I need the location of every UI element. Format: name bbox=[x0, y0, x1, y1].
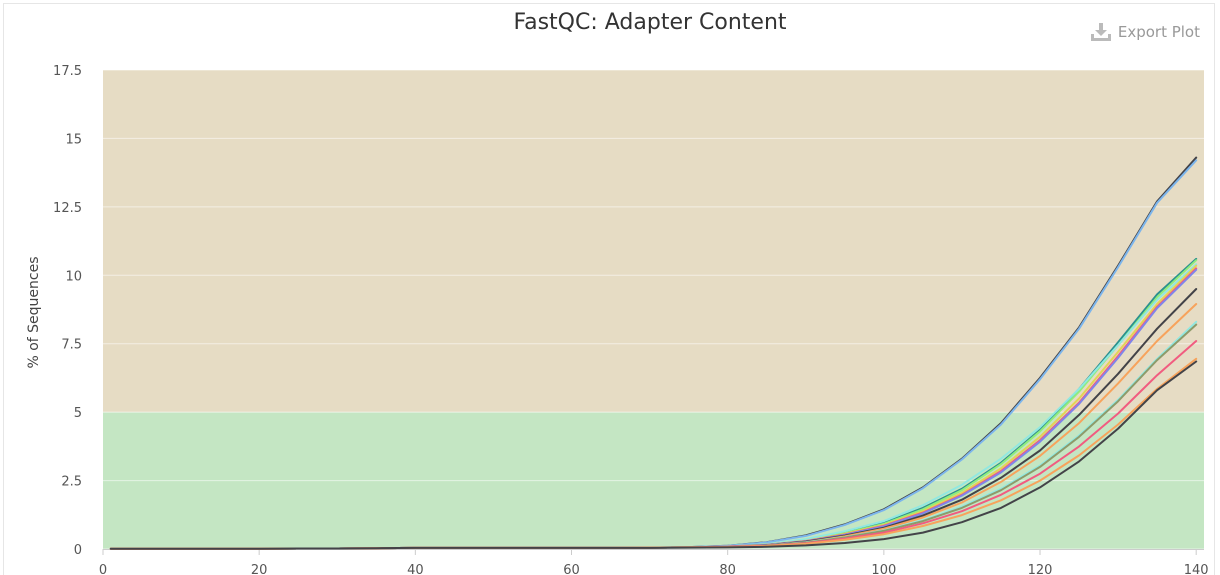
export-plot-label: Export Plot bbox=[1117, 23, 1200, 41]
x-axis-ticks: 0 20 40 60 80 100 120 140 bbox=[99, 549, 1209, 575]
x-tick-label: 60 bbox=[563, 563, 580, 575]
x-tick-label: 20 bbox=[251, 563, 268, 575]
y-axis-ticks: 0 2.5 5 7.5 10 12.5 15 17.5 bbox=[53, 64, 82, 558]
y-tick-label: 2.5 bbox=[61, 475, 82, 490]
series-lines bbox=[109, 156, 1198, 550]
download-icon bbox=[1090, 22, 1112, 42]
threshold-bands bbox=[103, 70, 1204, 549]
threshold-band bbox=[103, 70, 1204, 413]
x-tick-label: 140 bbox=[1184, 563, 1209, 575]
y-tick-label: 12.5 bbox=[53, 201, 82, 216]
x-tick-label: 80 bbox=[719, 563, 736, 575]
x-tick-label: 40 bbox=[407, 563, 424, 575]
chart-title: FastQC: Adapter Content bbox=[513, 10, 787, 35]
series-line[interactable] bbox=[109, 360, 1198, 550]
y-axis-label: % of Sequences bbox=[26, 256, 42, 368]
y-tick-label: 5 bbox=[74, 406, 82, 421]
x-tick-label: 120 bbox=[1028, 563, 1053, 575]
y-tick-label: 15 bbox=[65, 132, 82, 147]
y-tick-label: 17.5 bbox=[53, 64, 82, 79]
export-plot-button[interactable]: Export Plot bbox=[1090, 22, 1200, 42]
y-tick-label: 10 bbox=[65, 269, 82, 284]
chart-container bbox=[3, 3, 1215, 575]
x-tick-label: 0 bbox=[99, 563, 107, 575]
y-tick-label: 7.5 bbox=[61, 338, 82, 353]
x-tick-label: 100 bbox=[871, 563, 896, 575]
y-tick-label: 0 bbox=[74, 543, 82, 558]
